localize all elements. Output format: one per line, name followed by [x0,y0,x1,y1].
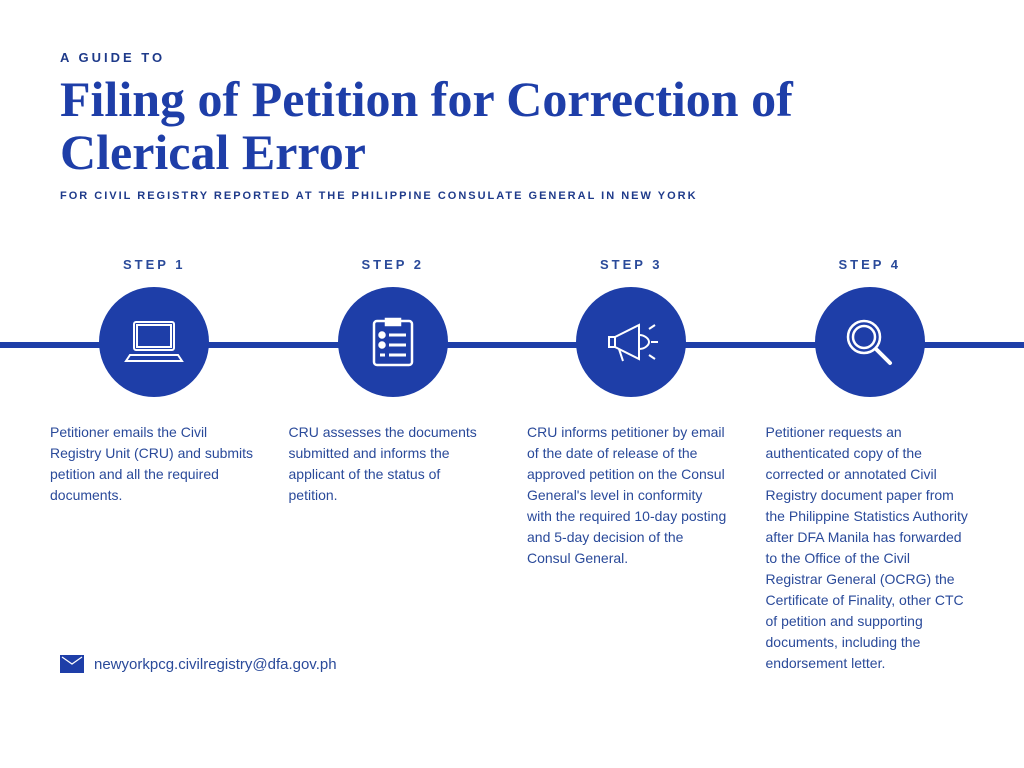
step-description: Petitioner emails the Civil Registry Uni… [50,422,259,506]
step-2: STEP 2 CRU assesses the documents submit… [289,257,498,674]
step-description: Petitioner requests an authenticated cop… [766,422,975,674]
steps-row: STEP 1 Petitioner emails the Civil Regis… [50,257,974,674]
magnifier-icon [842,315,897,370]
step-description: CRU assesses the documents submitted and… [289,422,498,506]
step-circle [815,287,925,397]
step-4: STEP 4 Petitioner requests an authentica… [766,257,975,674]
step-label: STEP 4 [838,257,901,272]
step-description: CRU informs petitioner by email of the d… [527,422,736,569]
laptop-icon [124,317,184,367]
step-circle [576,287,686,397]
steps-container: STEP 1 Petitioner emails the Civil Regis… [0,257,1024,674]
step-3: STEP 3 CRU informs petitioner by email o… [527,257,736,674]
step-circle [338,287,448,397]
step-label: STEP 2 [361,257,424,272]
step-circle [99,287,209,397]
page-subtitle: FOR CIVIL REGISTRY REPORTED AT THE PHILI… [60,190,964,202]
checklist-icon [368,315,418,370]
page-title: Filing of Petition for Correction of Cle… [60,73,964,178]
megaphone-icon [601,317,661,367]
step-1: STEP 1 Petitioner emails the Civil Regis… [50,257,259,674]
kicker-text: A GUIDE TO [60,50,964,65]
header: A GUIDE TO Filing of Petition for Correc… [0,0,1024,222]
step-label: STEP 3 [600,257,663,272]
step-label: STEP 1 [123,257,186,272]
